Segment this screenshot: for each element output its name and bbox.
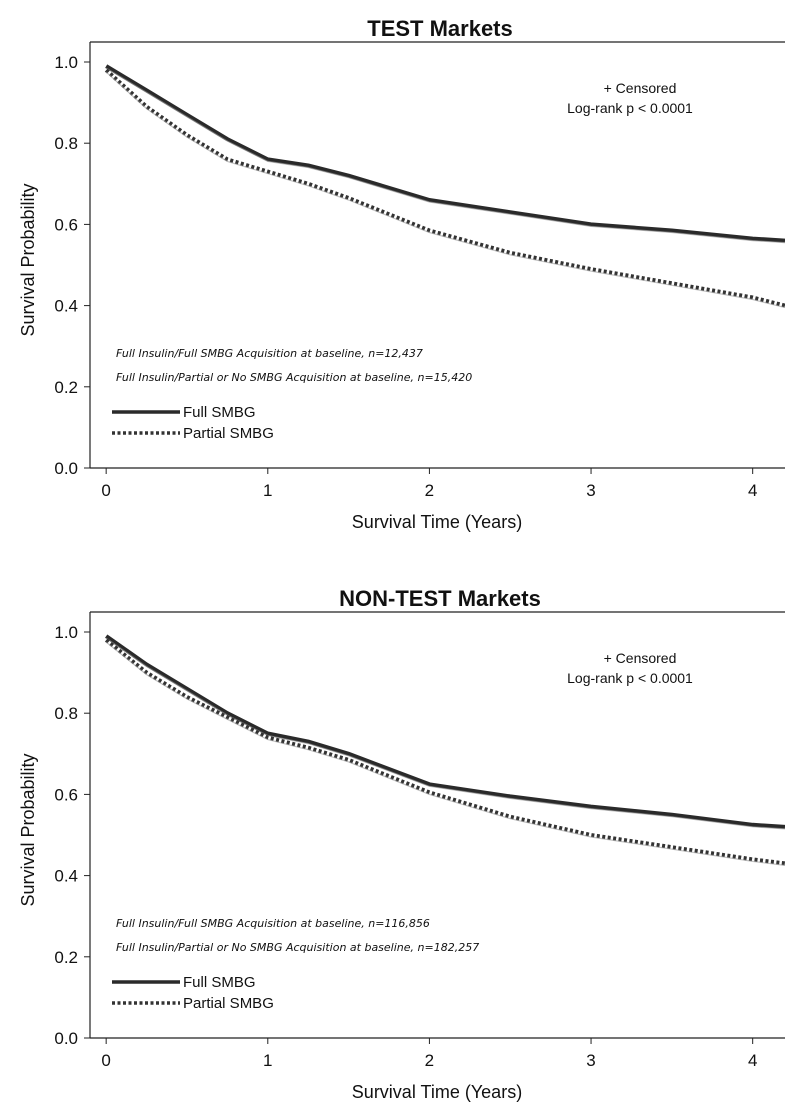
x-tick-label: 4 bbox=[748, 1051, 757, 1070]
sample-note-full: Full Insulin/Full SMBG Acquisition at ba… bbox=[116, 917, 430, 930]
y-tick-label: 0.0 bbox=[54, 1029, 78, 1048]
legend-label-full: Full SMBG bbox=[183, 974, 256, 991]
partial-smbg-curve bbox=[104, 638, 785, 866]
legend-label-partial: Partial SMBG bbox=[183, 995, 274, 1012]
chart-panel-test: TEST Markets 0.0 0.2 0.4 0.6 0.8 1.0 0 1 2 3 4 Surv… bbox=[0, 0, 785, 540]
chart-svg-non-test: 0.0 0.2 0.4 0.6 0.8 1.0 0 1 2 3 4 Survival Time (Ye… bbox=[18, 611, 785, 1102]
x-axis-label: Survival Time (Years) bbox=[352, 1082, 522, 1102]
censored-note: + Censored bbox=[604, 80, 677, 96]
x-tick-label: 1 bbox=[263, 481, 272, 500]
curve-shadow bbox=[105, 67, 785, 244]
curve-shadow bbox=[105, 71, 785, 309]
chart-svg-test: 0.0 0.2 0.4 0.6 0.8 1.0 0 1 2 3 4 Survival Time (Ye… bbox=[18, 41, 785, 532]
curve-shadow bbox=[105, 637, 785, 830]
y-tick-label: 0.8 bbox=[54, 134, 78, 153]
x-axis-label: Survival Time (Years) bbox=[352, 512, 522, 532]
y-axis-label: Survival Probability bbox=[18, 183, 38, 336]
censored-note: + Censored bbox=[604, 650, 677, 666]
chart-panel-non-test: NON-TEST Markets 0.0 0.2 0.4 0.6 0.8 1.0 0 1 2 3 4… bbox=[0, 570, 785, 1110]
y-tick-label: 0.6 bbox=[54, 785, 78, 804]
x-tick-label: 3 bbox=[586, 1051, 595, 1070]
y-tick-label: 0.2 bbox=[54, 948, 78, 967]
y-axis-label: Survival Probability bbox=[18, 753, 38, 906]
x-tick-label: 3 bbox=[586, 481, 595, 500]
x-tick-label: 0 bbox=[101, 481, 110, 500]
chart-title: NON-TEST Markets bbox=[339, 586, 541, 611]
y-tick-label: 0.2 bbox=[54, 378, 78, 397]
y-tick-label: 1.0 bbox=[54, 623, 78, 642]
y-tick-label: 0.0 bbox=[54, 459, 78, 478]
sample-note-partial: Full Insulin/Partial or No SMBG Acquisit… bbox=[116, 941, 479, 954]
x-tick-label: 4 bbox=[748, 481, 757, 500]
y-tick-label: 0.6 bbox=[54, 215, 78, 234]
x-tick-label: 1 bbox=[263, 1051, 272, 1070]
sample-note-full: Full Insulin/Full SMBG Acquisition at ba… bbox=[116, 347, 423, 360]
log-rank-note: Log-rank p < 0.0001 bbox=[567, 670, 693, 686]
chart-title: TEST Markets bbox=[367, 16, 513, 41]
y-tick-label: 0.4 bbox=[54, 297, 78, 316]
full-smbg-curve bbox=[105, 64, 785, 243]
x-tick-label: 2 bbox=[425, 481, 434, 500]
legend-label-full: Full SMBG bbox=[183, 404, 256, 421]
full-smbg-curve bbox=[105, 634, 785, 829]
x-tick-label: 0 bbox=[101, 1051, 110, 1070]
y-tick-label: 1.0 bbox=[54, 53, 78, 72]
curve-shadow bbox=[105, 641, 785, 866]
x-tick-label: 2 bbox=[425, 1051, 434, 1070]
y-tick-label: 0.8 bbox=[54, 704, 78, 723]
legend-label-partial: Partial SMBG bbox=[183, 425, 274, 442]
y-tick-label: 0.4 bbox=[54, 867, 78, 886]
log-rank-note: Log-rank p < 0.0001 bbox=[567, 100, 693, 116]
sample-note-partial: Full Insulin/Partial or No SMBG Acquisit… bbox=[116, 371, 472, 384]
